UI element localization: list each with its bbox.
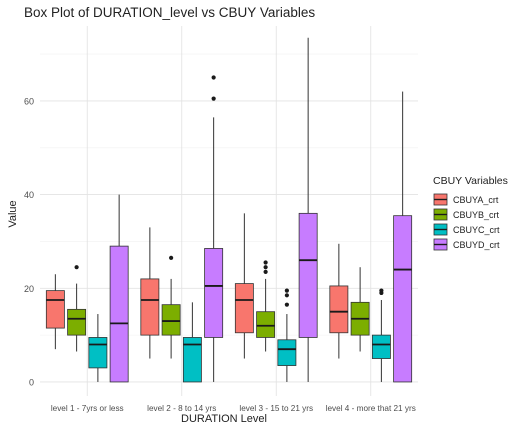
box-CBUYB_crt-2 xyxy=(256,260,276,352)
box-CBUYB_crt-3 xyxy=(350,267,370,352)
outlier-point xyxy=(211,75,216,80)
outlier-point xyxy=(263,265,268,270)
box-CBUYA_crt-0 xyxy=(45,274,65,350)
x-tick-label: level 2 - 8 to 14 yrs xyxy=(147,404,216,413)
box-CBUYC_crt-3 xyxy=(371,288,391,382)
box-iqr xyxy=(67,308,87,336)
y-tick-label: 40 xyxy=(24,190,34,200)
legend-item-CBUYC_crt: CBUYC_crt xyxy=(433,223,500,236)
box-CBUYB_crt-1 xyxy=(161,255,181,359)
box-iqr xyxy=(45,290,65,329)
box-CBUYD_crt-1 xyxy=(204,75,224,382)
axis-layer: 0 20 40 60 level 1 - 7yrs or less level 2 - 8… xyxy=(24,96,416,413)
legend-title: CBUY Variables xyxy=(433,175,508,187)
outlier-point xyxy=(284,302,289,307)
box-iqr xyxy=(298,212,318,338)
legend-label: CBUYA_crt xyxy=(453,195,499,205)
legend-label: CBUYD_crt xyxy=(453,240,500,250)
y-tick-label: 0 xyxy=(29,377,34,387)
box-CBUYC_crt-1 xyxy=(182,302,202,383)
legend-item-CBUYB_crt: CBUYB_crt xyxy=(433,208,500,221)
grid-layer xyxy=(40,26,418,396)
x-tick-label: level 1 - 7yrs or less xyxy=(51,404,124,413)
y-tick-label: 60 xyxy=(24,96,34,106)
box-iqr xyxy=(393,215,413,383)
box-iqr xyxy=(182,337,202,383)
y-axis-title: Value xyxy=(7,200,19,227)
box-CBUYD_crt-0 xyxy=(109,194,129,383)
box-CBUYB_crt-0 xyxy=(67,265,87,352)
chart-title: Box Plot of DURATION_level vs CBUY Varia… xyxy=(24,5,315,20)
outlier-point xyxy=(379,288,384,293)
x-tick-label: level 3 - 15 to 21 yrs xyxy=(239,404,313,413)
box-layer xyxy=(45,37,413,383)
box-iqr xyxy=(204,248,224,338)
outlier-point xyxy=(169,255,174,260)
box-iqr xyxy=(161,304,181,336)
outlier-point xyxy=(211,96,216,101)
box-CBUYA_crt-2 xyxy=(234,213,254,359)
outlier-point xyxy=(263,269,268,274)
x-axis-title: DURATION Level xyxy=(181,413,267,425)
box-iqr xyxy=(88,337,108,369)
box-CBUYC_crt-2 xyxy=(277,288,297,382)
box-iqr xyxy=(256,311,276,338)
box-iqr xyxy=(234,283,254,334)
legend-items: CBUYA_crt CBUYB_crt CBUYC_crt CBUYD_crt xyxy=(433,193,500,251)
box-iqr xyxy=(329,285,349,334)
legend-label: CBUYC_crt xyxy=(453,225,500,235)
box-CBUYC_crt-0 xyxy=(88,314,108,382)
x-tick-label: level 4 - more that 21 yrs xyxy=(326,404,416,413)
box-CBUYA_crt-3 xyxy=(329,243,349,359)
outlier-point xyxy=(263,260,268,265)
box-CBUYD_crt-2 xyxy=(298,37,318,382)
legend: CBUY Variables CBUYA_crt CBUYB_crt CBUYC_c… xyxy=(433,175,508,251)
legend-item-CBUYA_crt: CBUYA_crt xyxy=(433,193,499,206)
legend-item-CBUYD_crt: CBUYD_crt xyxy=(433,238,500,251)
box-CBUYD_crt-3 xyxy=(393,91,413,383)
box-CBUYA_crt-1 xyxy=(140,227,160,359)
outlier-point xyxy=(74,265,79,270)
box-iqr xyxy=(109,245,129,383)
box-iqr xyxy=(277,339,297,366)
y-tick-label: 20 xyxy=(24,284,34,294)
outlier-point xyxy=(284,288,289,293)
legend-label: CBUYB_crt xyxy=(453,210,500,220)
outlier-point xyxy=(284,293,289,298)
box-iqr xyxy=(140,278,160,336)
box-iqr xyxy=(371,334,391,359)
